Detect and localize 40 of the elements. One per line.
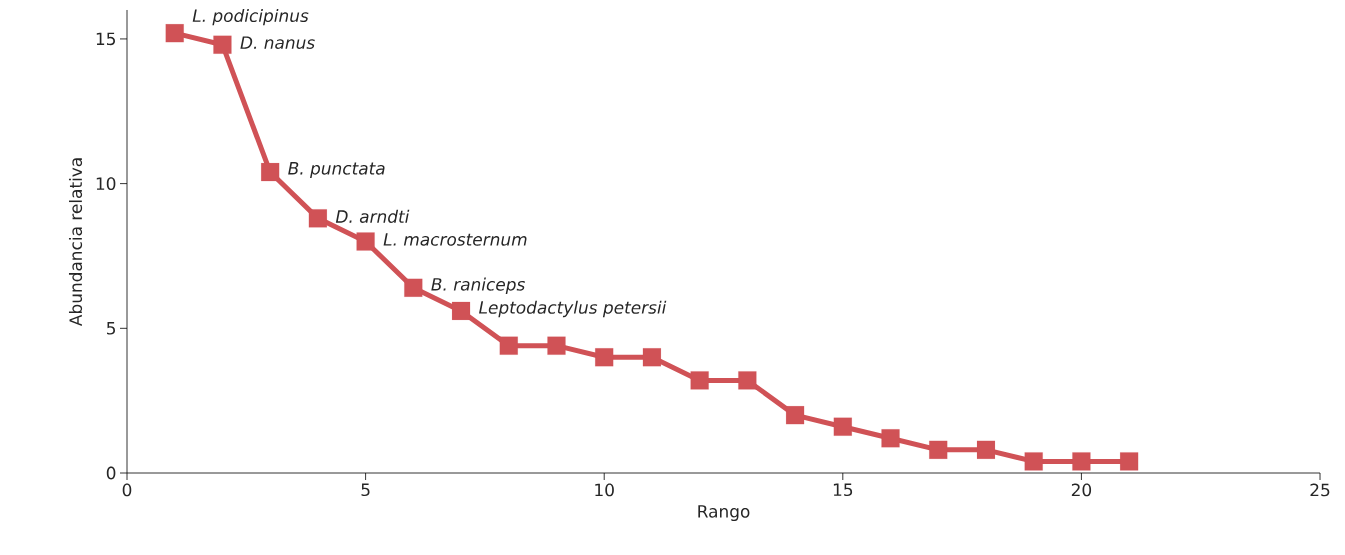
x-tick-label: 0 bbox=[122, 483, 132, 497]
annotation: Leptodactylus petersii bbox=[479, 300, 667, 318]
annotation: B. raniceps bbox=[431, 277, 525, 294]
y-tick-label: 15 bbox=[96, 32, 115, 46]
point bbox=[881, 429, 900, 448]
point bbox=[929, 440, 948, 459]
point bbox=[404, 278, 423, 297]
x-tick-label: 10 bbox=[595, 483, 614, 497]
x-tick-label: 15 bbox=[833, 483, 853, 497]
x-tick-label: 20 bbox=[1071, 483, 1092, 497]
annotation: B. punctata bbox=[288, 162, 385, 178]
point bbox=[690, 371, 709, 390]
point bbox=[1024, 452, 1043, 471]
point bbox=[1072, 452, 1091, 471]
annotation: D. nanus bbox=[240, 36, 315, 50]
y-tick-label: 10 bbox=[96, 177, 116, 191]
point bbox=[642, 348, 661, 367]
point bbox=[451, 301, 471, 321]
point bbox=[356, 232, 375, 251]
x-tick-label: 25 bbox=[1310, 483, 1330, 497]
point bbox=[1120, 452, 1139, 471]
point bbox=[595, 348, 614, 367]
x-axis-title: Rango bbox=[698, 505, 750, 522]
point bbox=[833, 417, 852, 436]
point bbox=[165, 24, 184, 43]
point bbox=[976, 440, 996, 459]
annotation: L. macrosternum bbox=[383, 233, 527, 246]
annotation: D. arndti bbox=[335, 209, 410, 223]
point bbox=[738, 371, 757, 390]
y-tick-label: 0 bbox=[106, 466, 116, 480]
x-tick-label: 5 bbox=[361, 483, 370, 497]
point bbox=[786, 406, 805, 425]
y-tick-label: 5 bbox=[107, 322, 115, 335]
y-axis-title: Abundancia relativa bbox=[68, 158, 83, 327]
point bbox=[261, 162, 280, 182]
point bbox=[499, 336, 518, 355]
annotation: L. podicipinus bbox=[192, 8, 309, 26]
point bbox=[213, 35, 232, 54]
point bbox=[308, 209, 327, 228]
point bbox=[547, 336, 566, 355]
